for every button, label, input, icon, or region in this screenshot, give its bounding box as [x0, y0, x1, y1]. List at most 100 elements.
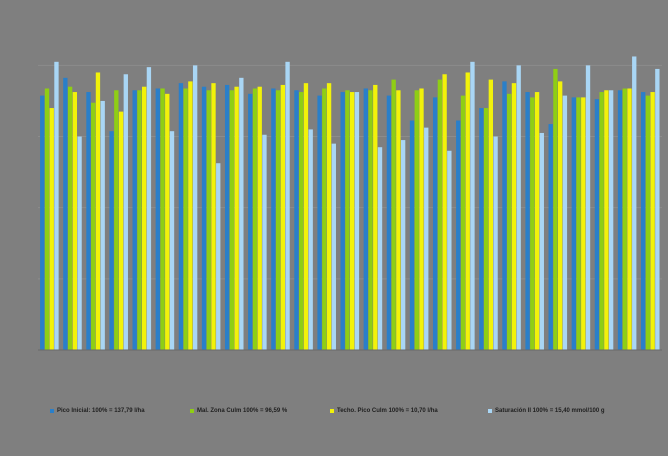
bar [599, 92, 604, 351]
bar [317, 95, 322, 350]
bar [114, 90, 119, 351]
legend-item-techo-pico-culm: Techo. Pico Culm 100% = 10,70 l/ha [330, 408, 438, 414]
bar [40, 95, 45, 350]
bar [493, 136, 498, 350]
bar [432, 97, 438, 350]
legend-label: Techo. Pico Culm 100% = 10,70 l/ha [337, 408, 438, 414]
bar [275, 90, 281, 351]
bar [576, 97, 581, 350]
bar [188, 81, 193, 350]
bar [248, 93, 253, 350]
bar [534, 92, 540, 351]
bar [608, 90, 614, 351]
bar [386, 95, 392, 350]
legend-label: Pico Inicial: 100% = 137,79 l/ha [57, 408, 145, 414]
bar [67, 86, 73, 350]
bar [178, 83, 184, 350]
bar [211, 83, 216, 350]
legend-label: Mal. Zona Culm 100% = 96,59 % [197, 408, 288, 414]
bar [507, 93, 512, 350]
bar [109, 131, 114, 350]
bar [201, 86, 207, 350]
legend-swatch [330, 409, 334, 413]
bar [280, 84, 286, 350]
bar [216, 163, 221, 350]
bar [299, 92, 304, 351]
bar [511, 83, 517, 350]
bar [331, 143, 336, 350]
bar [123, 74, 128, 350]
bar [340, 92, 345, 351]
bar [571, 97, 576, 350]
bar [183, 88, 188, 351]
bar [308, 129, 313, 350]
legend: Pico Inicial: 100% = 137,79 l/ha Mal. Zo… [0, 408, 668, 424]
bar [525, 92, 530, 351]
bar [377, 147, 383, 350]
bar [627, 88, 632, 351]
legend-label: Saturación II 100% = 15,40 mmol/100 g [495, 408, 605, 414]
bar [239, 77, 244, 350]
bar [91, 102, 96, 350]
bar [470, 61, 475, 351]
bar [252, 88, 258, 351]
bar [234, 86, 239, 350]
bar [206, 90, 211, 351]
bar [655, 68, 660, 351]
bar [437, 79, 443, 350]
bar [303, 83, 309, 350]
bar [146, 67, 152, 351]
bar [229, 90, 235, 351]
legend-swatch [488, 409, 492, 413]
legend-swatch [190, 409, 194, 413]
bar [409, 120, 415, 351]
bar [622, 88, 627, 351]
bar [44, 88, 50, 351]
bar [322, 88, 327, 351]
bar [160, 88, 165, 351]
legend-swatch [50, 409, 54, 413]
bar [137, 90, 142, 351]
legend-item-mal-zona-culm: Mal. Zona Culm 100% = 96,59 % [190, 408, 287, 414]
bar [424, 127, 429, 350]
bar [548, 124, 553, 350]
bar [363, 88, 368, 351]
bar [594, 99, 600, 350]
bar [483, 108, 489, 350]
bar [447, 150, 452, 350]
bar [479, 108, 484, 350]
bar [155, 88, 160, 351]
bar [63, 77, 68, 350]
bar [585, 65, 591, 351]
bar [132, 90, 137, 351]
legend-item-saturacion: Saturación II 100% = 15,40 mmol/100 g [488, 408, 605, 414]
bar [488, 79, 494, 350]
bar [72, 92, 78, 351]
bar [396, 90, 401, 351]
bar [354, 92, 360, 351]
bar [142, 86, 147, 350]
bar [640, 92, 646, 351]
bar [456, 120, 461, 351]
bar [224, 84, 230, 350]
bar [442, 74, 447, 350]
bar [86, 92, 91, 351]
bar [350, 92, 355, 351]
bar [192, 65, 198, 351]
bar [100, 100, 105, 350]
bar [49, 108, 54, 350]
bar [326, 83, 332, 350]
legend-item-pico-inicial: Pico Inicial: 100% = 137,79 l/ha [50, 408, 145, 414]
bar [368, 90, 373, 351]
bar [632, 56, 637, 350]
bar [414, 90, 419, 351]
bar [465, 72, 470, 350]
bar [285, 61, 290, 351]
bar [516, 65, 521, 351]
bar [169, 131, 175, 350]
bar [165, 93, 170, 350]
bar [650, 92, 655, 351]
bar [77, 136, 82, 350]
bar [539, 132, 544, 350]
